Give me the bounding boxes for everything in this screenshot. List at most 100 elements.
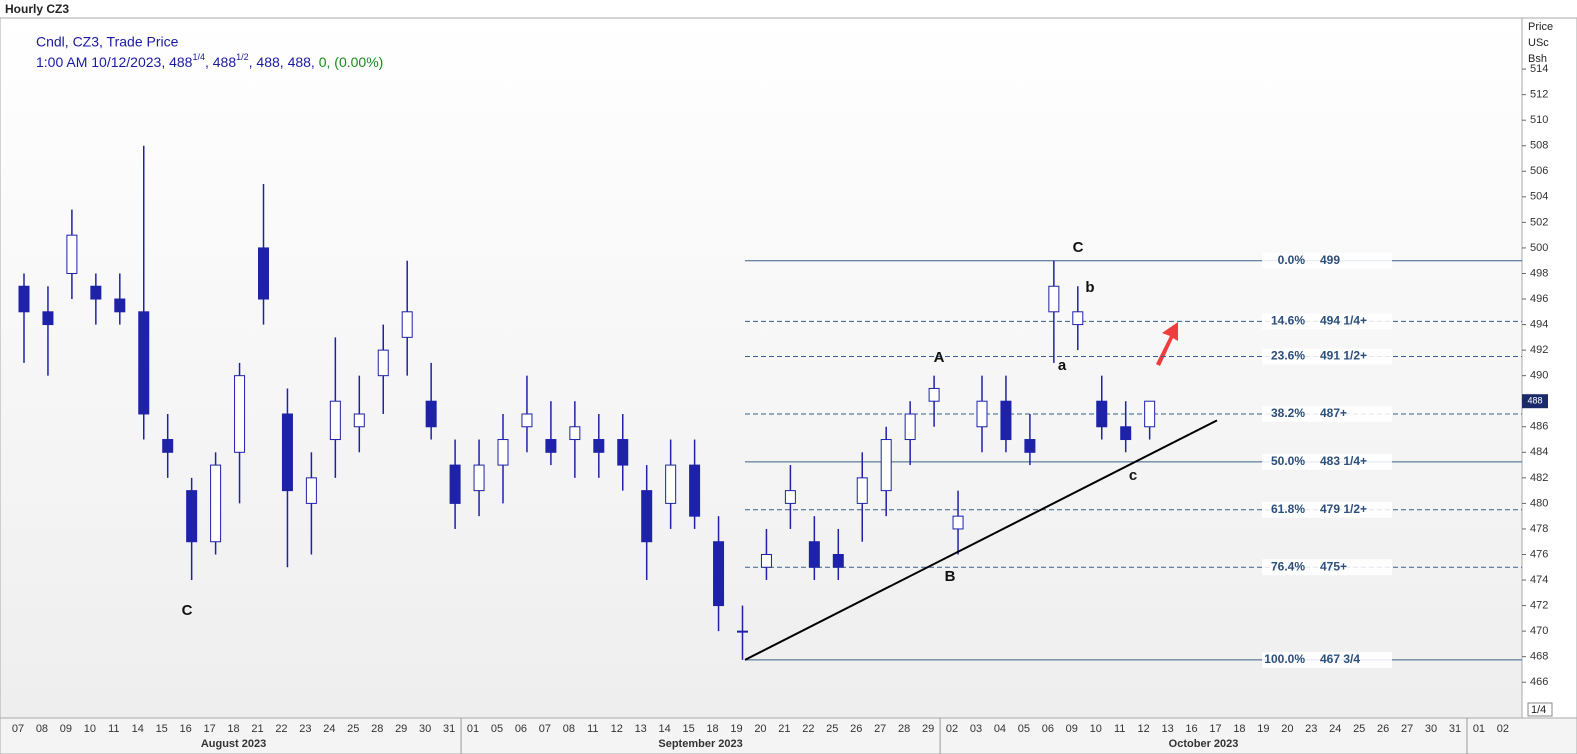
last-price-label: 488 <box>1527 396 1542 406</box>
fib-ratio: 100.0% <box>1264 652 1305 666</box>
candle-body <box>305 477 317 504</box>
x-tick-label: 12 <box>1138 723 1150 735</box>
x-tick-label: 27 <box>874 723 886 735</box>
x-tick-label: 24 <box>1329 723 1341 735</box>
wave-label: C <box>1073 239 1084 256</box>
x-tick-label: 22 <box>802 723 814 735</box>
quote-low: 488, <box>256 54 283 70</box>
fib-ratio: 23.6% <box>1271 349 1305 363</box>
x-tick-label: 04 <box>994 723 1006 735</box>
candle-body <box>737 630 748 633</box>
candle-body <box>234 375 246 453</box>
candle-body <box>258 247 269 300</box>
x-tick-label: 14 <box>132 723 144 735</box>
x-tick-label: 23 <box>1305 723 1317 735</box>
candle-body <box>425 400 437 428</box>
candle-body <box>186 490 198 543</box>
plot-area <box>0 17 1523 719</box>
candle-body <box>114 298 126 313</box>
x-tick-label: 31 <box>1449 723 1461 735</box>
x-tick-label: 31 <box>443 723 455 735</box>
month-label: September 2023 <box>658 738 742 750</box>
candle-body <box>90 285 102 300</box>
fib-label-bg <box>1262 501 1392 518</box>
candle-body <box>42 311 54 326</box>
x-tick-label: 15 <box>682 723 694 735</box>
wave-label: B <box>945 568 956 585</box>
fib-price: 479 1/2+ <box>1320 502 1367 516</box>
x-tick-label: 08 <box>36 723 48 735</box>
fib-label-bg <box>1262 405 1392 422</box>
candle-body <box>1096 400 1108 428</box>
quote-close: 488, <box>288 54 315 70</box>
y-tick-label: 490 <box>1530 370 1548 382</box>
candle-body <box>593 439 605 453</box>
x-axis-area <box>0 717 1577 754</box>
y-tick-label: 466 <box>1530 676 1548 688</box>
x-tick-label: 18 <box>227 723 239 735</box>
candle-body <box>904 413 916 441</box>
x-tick-label: 14 <box>659 723 671 735</box>
y-tick-label: 494 <box>1530 318 1548 330</box>
candle-body <box>689 464 701 517</box>
candle-body <box>210 464 222 543</box>
fib-ratio: 50.0% <box>1271 454 1305 468</box>
x-tick-label: 27 <box>1401 723 1413 735</box>
y-tick-label: 500 <box>1530 242 1548 254</box>
fraction-label: 1/4 <box>1531 704 1546 716</box>
x-tick-label: 02 <box>946 723 958 735</box>
fib-ratio: 76.4% <box>1271 559 1305 573</box>
candle-body <box>1144 400 1156 428</box>
x-tick-label: 02 <box>1497 723 1509 735</box>
x-tick-label: 11 <box>108 723 119 735</box>
wave-label: b <box>1085 279 1094 296</box>
y-tick-label: 478 <box>1530 523 1548 535</box>
x-tick-label: 26 <box>850 723 862 735</box>
y-tick-label: 504 <box>1530 191 1548 203</box>
fib-price: 467 3/4 <box>1320 652 1360 666</box>
wave-label: C <box>182 602 193 619</box>
x-tick-label: 30 <box>1425 723 1437 735</box>
wave-label: a <box>1058 357 1067 374</box>
x-tick-label: 15 <box>156 723 168 735</box>
candle-body <box>138 311 150 415</box>
x-tick-label: 18 <box>1233 723 1245 735</box>
candle-body <box>952 515 964 530</box>
x-tick-label: 03 <box>970 723 982 735</box>
fib-ratio: 0.0% <box>1278 253 1306 267</box>
x-tick-label: 05 <box>1018 723 1030 735</box>
x-tick-label: 05 <box>491 723 503 735</box>
x-tick-label: 29 <box>395 723 407 735</box>
x-tick-label: 11 <box>587 723 598 735</box>
candle-body <box>617 439 629 466</box>
x-tick-label: 23 <box>299 723 311 735</box>
arrow <box>1156 322 1178 366</box>
fraction-box <box>1527 702 1553 717</box>
last-price-box <box>1522 394 1548 409</box>
month-label: August 2023 <box>201 738 266 750</box>
chart-title: Hourly CZ3 <box>5 2 69 16</box>
candle-body <box>1024 439 1036 453</box>
y-tick-label: 470 <box>1530 625 1548 637</box>
fib-price: 494 1/4+ <box>1320 314 1367 328</box>
candle-body <box>401 311 413 338</box>
x-tick-label: 13 <box>635 723 647 735</box>
fib-price: 499 <box>1320 253 1340 267</box>
candle-body <box>760 553 772 568</box>
y-tick-label: 468 <box>1530 651 1548 663</box>
candle-body <box>569 426 581 441</box>
y-tick-label: 486 <box>1530 421 1548 433</box>
x-tick-label: 22 <box>275 723 287 735</box>
fib-price: 487+ <box>1320 406 1347 420</box>
x-tick-label: 25 <box>826 723 838 735</box>
x-tick-label: 26 <box>1377 723 1389 735</box>
y-tick-label: 484 <box>1530 446 1548 458</box>
x-tick-label: 01 <box>467 723 479 735</box>
candle-body <box>808 541 820 568</box>
x-tick-label: 09 <box>1066 723 1078 735</box>
quote-time: 1:00 AM 10/12/2023, <box>36 54 165 70</box>
fib-label-bg <box>1262 252 1392 269</box>
x-tick-label: 17 <box>1209 723 1221 735</box>
quote-change-pct: (0.00%) <box>334 54 383 70</box>
y-unit: USc <box>1528 37 1549 49</box>
